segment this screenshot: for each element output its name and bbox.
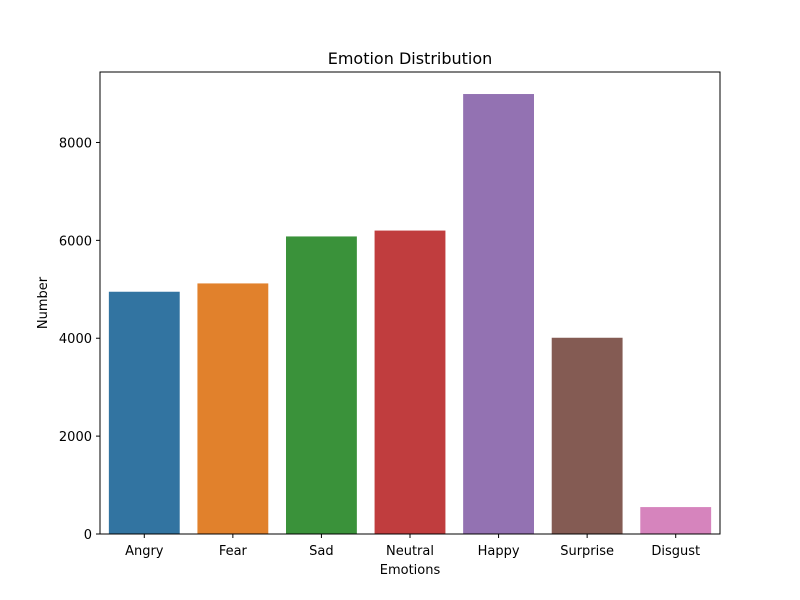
x-tick-label: Neutral: [386, 544, 434, 559]
x-tick-label: Disgust: [651, 544, 700, 559]
plot-frame: [99, 71, 721, 535]
x-axis-ticks: Angry Fear Sad Neutral Happy Surprise Disgust: [125, 534, 700, 559]
y-tick-label: 6000: [59, 234, 92, 249]
x-axis-label: Emotions: [380, 563, 441, 578]
y-tick-label: 0: [84, 528, 92, 543]
x-tick-label: Happy: [478, 544, 520, 559]
bar-disgust: [640, 507, 712, 534]
x-tick-label: Surprise: [560, 544, 614, 559]
bar-happy: [463, 94, 534, 534]
chart-title: Emotion Distribution: [328, 49, 493, 68]
x-tick-label: Angry: [125, 544, 164, 559]
x-tick-label: Fear: [219, 544, 248, 559]
y-tick-label: 8000: [59, 136, 92, 151]
bar-neutral: [374, 230, 446, 534]
bar-surprise: [551, 337, 623, 534]
bar-sad: [286, 236, 357, 534]
y-axis-label: Number: [36, 276, 51, 329]
y-tick-label: 4000: [59, 332, 92, 347]
bar-angry: [108, 291, 180, 534]
y-axis-ticks: 0 2000 4000 6000 8000: [59, 136, 100, 543]
x-tick-label: Sad: [309, 544, 333, 559]
bar-fear: [197, 283, 269, 534]
y-tick-label: 2000: [59, 430, 92, 445]
bars-group: [108, 94, 712, 534]
